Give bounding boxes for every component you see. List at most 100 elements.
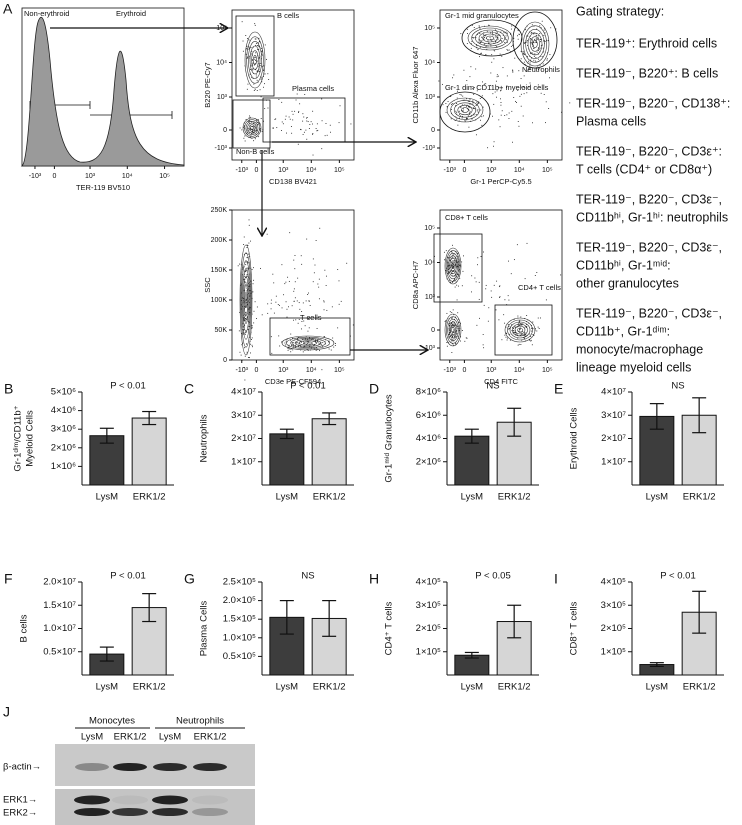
- event-dot: [477, 111, 479, 113]
- event-dot: [520, 50, 522, 52]
- event-dot: [245, 35, 247, 36]
- y-axis-label: CD8a APC-H7: [411, 261, 420, 309]
- y-tick-label: 3×10⁷: [601, 410, 626, 421]
- x-axis-label: Gr-1 PerCP-Cy5.5: [470, 177, 531, 186]
- row-label: β-actin→: [3, 762, 41, 773]
- y-tick-label: 0: [223, 127, 227, 134]
- plot-frame: [439, 9, 563, 161]
- event-dot: [246, 316, 248, 318]
- event-dot: [447, 262, 449, 264]
- event-dot: [452, 335, 454, 337]
- event-dot: [246, 132, 248, 134]
- event-dot: [256, 90, 258, 91]
- event-dot: [458, 270, 460, 272]
- gating-line: CD11bʰⁱ, Gr-1ᵐⁱᵈ:: [576, 258, 671, 272]
- event-dot: [474, 277, 476, 279]
- event-dot: [286, 338, 288, 340]
- event-dot: [517, 344, 519, 346]
- event-dot: [461, 117, 463, 119]
- event-dot: [339, 105, 341, 107]
- event-dot: [255, 69, 257, 71]
- event-dot: [462, 104, 464, 106]
- event-dot: [545, 68, 546, 70]
- event-dot: [306, 138, 308, 140]
- event-dot: [304, 93, 306, 95]
- event-dot: [297, 339, 299, 341]
- event-dot: [456, 261, 458, 263]
- event-dot: [448, 323, 450, 324]
- contour: [303, 341, 313, 345]
- event-dot: [515, 100, 517, 102]
- flow-plot: -10³ 0 10³ 10⁴ 10⁵ TER-119 BV510 Non-erythroid…: [20, 7, 185, 192]
- event-dot: [520, 322, 522, 324]
- event-dot: [309, 305, 311, 306]
- event-dot: [246, 284, 248, 286]
- event-dot: [262, 68, 264, 70]
- event-dot: [306, 120, 308, 122]
- event-dot: [511, 25, 513, 27]
- band: [74, 808, 110, 816]
- event-dot: [521, 86, 523, 88]
- event-dot: [490, 32, 492, 34]
- event-dot: [555, 28, 557, 30]
- event-dot: [301, 311, 303, 312]
- event-dot: [297, 143, 299, 145]
- event-dot: [257, 132, 259, 134]
- event-dot: [547, 40, 549, 42]
- event-dot: [251, 346, 253, 348]
- gating-line: lineage myeloid cells: [576, 360, 691, 374]
- event-dot: [325, 122, 327, 124]
- event-dot: [513, 97, 515, 98]
- event-dot: [452, 333, 454, 335]
- event-dot: [462, 111, 464, 113]
- contour: [482, 33, 498, 43]
- event-dot: [258, 57, 260, 59]
- event-dot: [299, 103, 301, 105]
- event-dot: [285, 301, 287, 303]
- event-dot: [300, 128, 301, 130]
- event-dot: [540, 39, 542, 40]
- event-dot: [472, 88, 474, 90]
- event-dot: [471, 24, 473, 26]
- event-dot: [527, 56, 528, 58]
- event-dot: [478, 26, 480, 28]
- event-dot: [479, 28, 481, 30]
- event-dot: [480, 256, 482, 257]
- event-dot: [317, 129, 319, 131]
- event-dot: [526, 92, 528, 94]
- event-dot: [252, 132, 254, 133]
- event-dot: [258, 63, 260, 65]
- event-dot: [450, 334, 452, 336]
- event-dot: [254, 138, 256, 140]
- event-dot: [293, 300, 295, 302]
- group-label: Monocytes: [89, 716, 135, 727]
- event-dot: [533, 55, 535, 57]
- event-dot: [482, 334, 484, 336]
- event-dot: [452, 339, 454, 341]
- event-dot: [468, 106, 469, 108]
- y-tick-label: 10⁴: [424, 259, 435, 266]
- event-dot: [508, 112, 510, 114]
- contour: [453, 102, 477, 118]
- event-dot: [253, 125, 255, 127]
- event-dot: [292, 113, 294, 115]
- event-dot: [488, 24, 490, 26]
- y-tick-label: 10³: [425, 94, 436, 101]
- contour: [241, 260, 251, 340]
- event-dot: [251, 128, 253, 130]
- event-dot: [526, 70, 528, 72]
- event-dot: [476, 101, 478, 103]
- event-dot: [456, 111, 458, 113]
- y-tick-label: 10⁵: [424, 25, 435, 32]
- event-dot: [278, 304, 280, 306]
- event-dot: [311, 123, 313, 125]
- contour: [475, 29, 505, 47]
- event-dot: [487, 42, 489, 44]
- event-dot: [490, 290, 492, 292]
- event-dot: [442, 104, 444, 106]
- event-dot: [511, 44, 513, 46]
- event-dot: [296, 93, 298, 95]
- event-dot: [300, 129, 302, 131]
- event-dot: [330, 131, 331, 133]
- event-dot: [500, 90, 501, 92]
